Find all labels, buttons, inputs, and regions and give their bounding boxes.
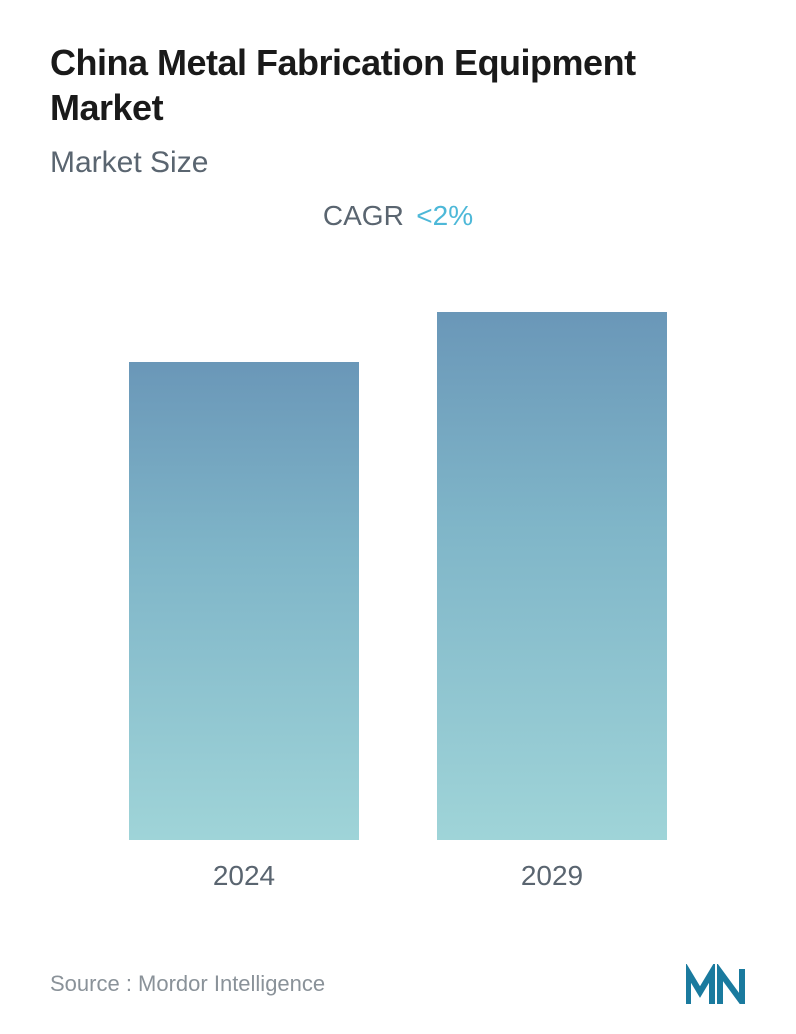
bar-1 [437, 312, 667, 840]
cagr-value: <2% [416, 200, 473, 231]
bar-label-0: 2024 [213, 860, 275, 892]
cagr-label: CAGR [323, 200, 404, 231]
footer: Source : Mordor Intelligence [50, 964, 746, 1004]
bar-0 [129, 362, 359, 841]
source-text: Source : Mordor Intelligence [50, 971, 325, 997]
mn-logo-icon [686, 964, 746, 1004]
bar-group-1: 2029 [422, 312, 682, 892]
chart-title: China Metal Fabrication Equipment Market [50, 40, 746, 130]
chart-subtitle: Market Size [50, 146, 746, 180]
cagr-container: CAGR <2% [50, 200, 746, 232]
bar-chart: 2024 2029 [50, 292, 746, 892]
bar-label-1: 2029 [521, 860, 583, 892]
bar-group-0: 2024 [114, 362, 374, 893]
